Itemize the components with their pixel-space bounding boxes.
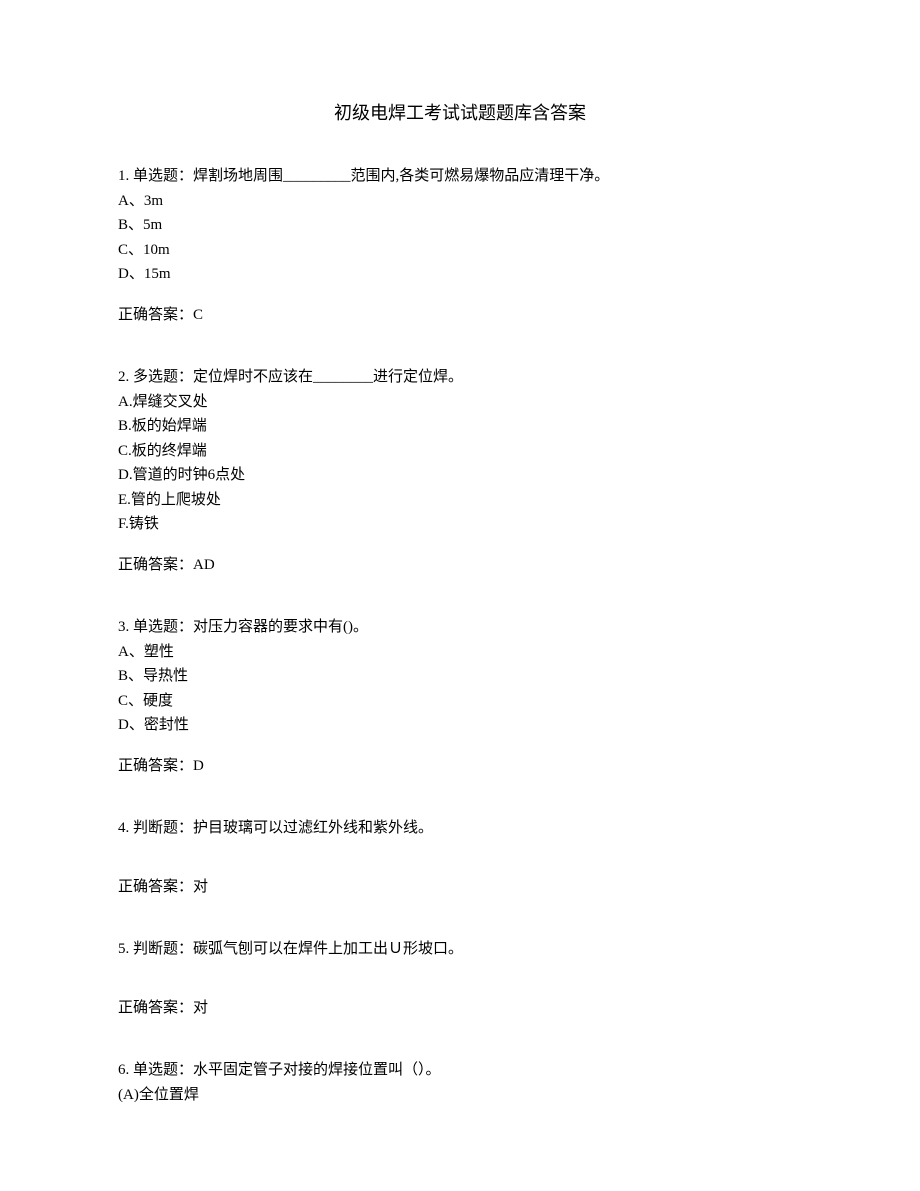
option-a: A、塑性 bbox=[118, 641, 802, 664]
question-number: 3. bbox=[118, 619, 129, 635]
question-5: 5. 判断题：碳弧气刨可以在焊件上加工出Ｕ形坡口。 正确答案：对 bbox=[118, 938, 802, 1019]
answer-label: 正确答案： bbox=[118, 557, 193, 573]
question-number: 2. bbox=[118, 369, 129, 385]
option-d: D、15m bbox=[118, 263, 802, 286]
question-text: 5. 判断题：碳弧气刨可以在焊件上加工出Ｕ形坡口。 bbox=[118, 938, 802, 961]
question-type: 多选题： bbox=[133, 369, 193, 385]
option-f: F.铸铁 bbox=[118, 513, 802, 536]
option-b: B、5m bbox=[118, 214, 802, 237]
question-number: 5. bbox=[118, 941, 129, 957]
answer-value: AD bbox=[193, 557, 215, 573]
answer-label: 正确答案： bbox=[118, 879, 193, 895]
option-d: D.管道的时钟6点处 bbox=[118, 464, 802, 487]
option-d: D、密封性 bbox=[118, 714, 802, 737]
answer-line: 正确答案：对 bbox=[118, 997, 802, 1020]
document-title: 初级电焊工考试试题题库含答案 bbox=[118, 100, 802, 127]
answer-label: 正确答案： bbox=[118, 758, 193, 774]
question-content: 焊割场地周围_________范围内,各类可燃易爆物品应清理干净。 bbox=[193, 168, 609, 184]
answer-value: D bbox=[193, 758, 204, 774]
question-text: 4. 判断题：护目玻璃可以过滤红外线和紫外线。 bbox=[118, 817, 802, 840]
question-text: 2. 多选题：定位焊时不应该在________进行定位焊。 bbox=[118, 366, 802, 389]
option-e: E.管的上爬坡处 bbox=[118, 489, 802, 512]
question-2: 2. 多选题：定位焊时不应该在________进行定位焊。 A.焊缝交叉处 B.… bbox=[118, 366, 802, 576]
answer-value: 对 bbox=[193, 879, 208, 895]
question-text: 6. 单选题：水平固定管子对接的焊接位置叫（）。 bbox=[118, 1059, 802, 1082]
answer-line: 正确答案：D bbox=[118, 755, 802, 778]
option-c: C、硬度 bbox=[118, 690, 802, 713]
question-type: 单选题： bbox=[133, 1062, 193, 1078]
question-type: 单选题： bbox=[133, 619, 193, 635]
question-number: 4. bbox=[118, 820, 129, 836]
answer-value: C bbox=[193, 307, 203, 323]
question-number: 1. bbox=[118, 168, 129, 184]
option-b: B.板的始焊端 bbox=[118, 415, 802, 438]
question-type: 判断题： bbox=[133, 820, 193, 836]
question-4: 4. 判断题：护目玻璃可以过滤红外线和紫外线。 正确答案：对 bbox=[118, 817, 802, 898]
question-3: 3. 单选题：对压力容器的要求中有()。 A、塑性 B、导热性 C、硬度 D、密… bbox=[118, 616, 802, 777]
option-c: C.板的终焊端 bbox=[118, 440, 802, 463]
question-text: 3. 单选题：对压力容器的要求中有()。 bbox=[118, 616, 802, 639]
question-content: 水平固定管子对接的焊接位置叫（）。 bbox=[193, 1062, 441, 1078]
question-6: 6. 单选题：水平固定管子对接的焊接位置叫（）。 (A)全位置焊 bbox=[118, 1059, 802, 1106]
question-1: 1. 单选题：焊割场地周围_________范围内,各类可燃易爆物品应清理干净。… bbox=[118, 165, 802, 326]
question-type: 判断题： bbox=[133, 941, 193, 957]
question-content: 护目玻璃可以过滤红外线和紫外线。 bbox=[193, 820, 433, 836]
answer-line: 正确答案：C bbox=[118, 304, 802, 327]
option-a: A、3m bbox=[118, 190, 802, 213]
answer-label: 正确答案： bbox=[118, 1000, 193, 1016]
question-content: 对压力容器的要求中有()。 bbox=[193, 619, 368, 635]
answer-value: 对 bbox=[193, 1000, 208, 1016]
answer-label: 正确答案： bbox=[118, 307, 193, 323]
answer-line: 正确答案：AD bbox=[118, 554, 802, 577]
answer-line: 正确答案：对 bbox=[118, 876, 802, 899]
question-text: 1. 单选题：焊割场地周围_________范围内,各类可燃易爆物品应清理干净。 bbox=[118, 165, 802, 188]
option-b: B、导热性 bbox=[118, 665, 802, 688]
option-a: A.焊缝交叉处 bbox=[118, 391, 802, 414]
option-a: (A)全位置焊 bbox=[118, 1084, 802, 1107]
question-number: 6. bbox=[118, 1062, 129, 1078]
option-c: C、10m bbox=[118, 239, 802, 262]
question-content: 碳弧气刨可以在焊件上加工出Ｕ形坡口。 bbox=[193, 941, 463, 957]
question-type: 单选题： bbox=[133, 168, 193, 184]
question-content: 定位焊时不应该在________进行定位焊。 bbox=[193, 369, 463, 385]
